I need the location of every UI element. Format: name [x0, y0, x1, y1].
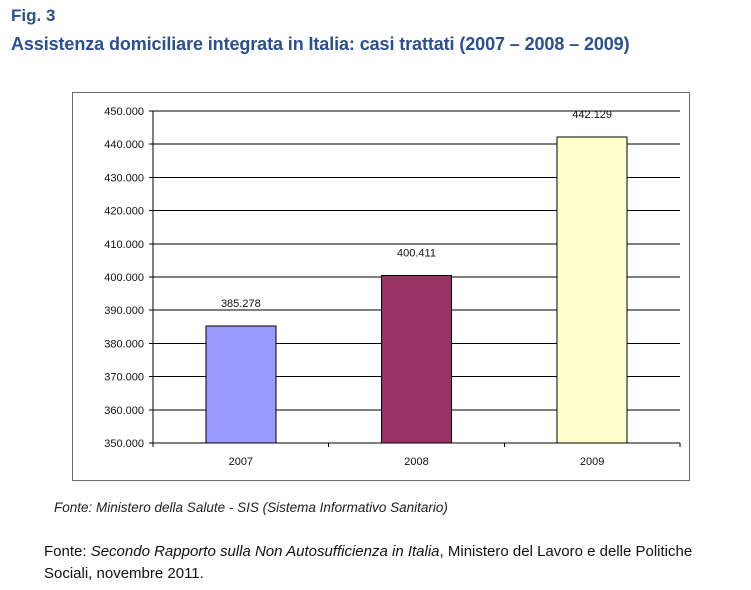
y-tick-label: 390.000	[104, 305, 144, 317]
x-tick-label: 2009	[580, 456, 604, 468]
y-tick-label: 440.000	[104, 139, 144, 151]
source-prefix: Fonte:	[44, 543, 91, 560]
y-tick-label: 370.000	[104, 372, 144, 384]
bar-2009	[556, 136, 628, 444]
x-tick-label: 2007	[229, 456, 253, 468]
y-tick-label: 400.000	[104, 272, 144, 284]
x-tick-label: 2008	[404, 456, 428, 468]
figure-source-note: Fonte: Secondo Rapporto sulla Non Autosu…	[44, 541, 734, 585]
y-tick-label: 430.000	[104, 172, 144, 184]
y-tick-label: 350.000	[104, 438, 144, 450]
bar-2007	[205, 325, 277, 444]
chart-frame: 350.000 360.000 370.000 380.000 390.000 400.0…	[72, 92, 690, 481]
source-report-title: Secondo Rapporto sulla Non Autosufficien…	[90, 543, 440, 560]
y-tick-label: 420.000	[104, 206, 144, 218]
chart-source-note: Fonte: Ministero della Salute - SIS (Sis…	[54, 500, 448, 515]
y-tick-label: 450.000	[104, 106, 144, 118]
figure-title: Assistenza domiciliare integrata in Ital…	[11, 34, 630, 54]
bar-chart: 350.000 360.000 370.000 380.000 390.000 400.0…	[104, 106, 681, 468]
data-label-2008: 400.411	[397, 248, 436, 260]
data-label-2009: 442.129	[572, 109, 612, 121]
y-tick-label: 410.000	[104, 239, 144, 251]
source-suffix: , Ministero del Lavoro e delle Politiche…	[44, 543, 693, 582]
y-tick-label: 360.000	[104, 405, 144, 417]
y-tick-label: 380.000	[104, 338, 144, 350]
data-label-2007: 385.278	[221, 298, 261, 310]
figure-label: Fig. 3	[11, 6, 56, 25]
bar-2008	[381, 275, 452, 444]
